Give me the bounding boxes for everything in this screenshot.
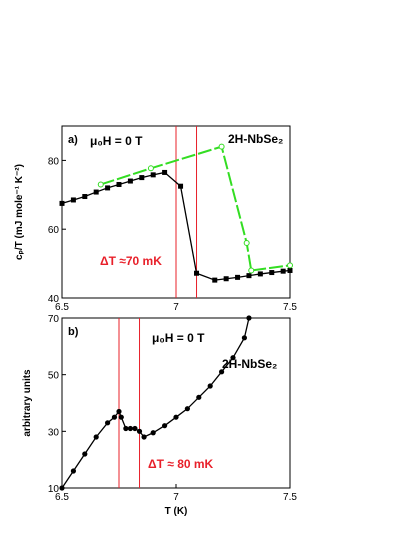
point xyxy=(105,185,111,191)
point xyxy=(136,428,143,434)
point xyxy=(59,485,65,491)
y-tick-label: 10 xyxy=(48,484,60,495)
point xyxy=(127,425,133,432)
point xyxy=(230,355,236,361)
point xyxy=(82,451,88,457)
point xyxy=(246,315,252,321)
y-tick-label: 40 xyxy=(48,294,60,305)
point xyxy=(93,434,99,440)
point xyxy=(123,425,129,432)
point xyxy=(93,189,99,195)
point xyxy=(235,274,241,280)
point xyxy=(280,268,286,274)
point xyxy=(82,194,88,200)
y-tick-label: 60 xyxy=(48,225,60,236)
point xyxy=(97,181,104,188)
point xyxy=(246,273,252,279)
point xyxy=(178,183,184,189)
x-tick-label: 6.5 xyxy=(55,492,69,503)
annotation: μ₀H = 0 T xyxy=(90,134,143,148)
point xyxy=(141,434,147,440)
annotation: ΔT ≈70 mK xyxy=(100,254,162,268)
y-tick-label: 70 xyxy=(48,314,60,325)
annotation: 2H-NbSe₂ xyxy=(228,132,283,146)
point xyxy=(162,169,168,175)
point xyxy=(257,271,263,277)
point xyxy=(219,369,225,375)
point xyxy=(207,383,213,389)
y-axis-label: arbitrary units xyxy=(22,369,33,437)
point xyxy=(287,262,293,269)
x-tick-label: 7.5 xyxy=(283,492,297,503)
point xyxy=(111,414,118,420)
series-line xyxy=(100,145,291,272)
point xyxy=(243,239,250,246)
point xyxy=(150,172,156,178)
point xyxy=(116,181,122,187)
x-axis-label: T (K) xyxy=(165,506,188,517)
y-tick-label: 80 xyxy=(48,156,60,167)
point xyxy=(269,270,275,276)
point xyxy=(184,406,190,412)
point xyxy=(212,277,218,283)
point xyxy=(173,414,179,420)
panel-label: b) xyxy=(68,326,79,338)
x-tick-label: 7.5 xyxy=(283,302,297,313)
point xyxy=(70,468,76,474)
point xyxy=(105,420,111,426)
point xyxy=(248,267,255,274)
annotation: μ₀H = 0 T xyxy=(152,331,205,345)
point xyxy=(218,143,225,150)
point xyxy=(139,175,145,181)
point xyxy=(116,408,122,415)
point xyxy=(223,276,229,282)
y-axis-label: cₚ/T (mJ mole⁻¹ K⁻²) xyxy=(14,164,25,260)
y-tick-label: 50 xyxy=(48,371,60,382)
point xyxy=(127,178,133,184)
annotation: ΔT ≈ 80 mK xyxy=(148,457,214,471)
x-tick-label: 6.5 xyxy=(55,302,69,313)
panel-label: a) xyxy=(68,134,78,146)
annotation: 2H-NbSe₂ xyxy=(222,357,277,371)
point xyxy=(162,423,168,429)
point xyxy=(194,270,200,276)
point xyxy=(132,425,138,432)
point xyxy=(147,165,154,172)
y-tick-label: 30 xyxy=(48,427,60,438)
x-tick-label: 7 xyxy=(173,492,179,503)
x-tick-label: 7 xyxy=(173,302,179,313)
point xyxy=(241,335,247,341)
point xyxy=(118,414,124,420)
point xyxy=(196,394,202,400)
point xyxy=(70,197,76,203)
point xyxy=(150,430,156,436)
point xyxy=(59,200,65,206)
point xyxy=(287,267,293,273)
